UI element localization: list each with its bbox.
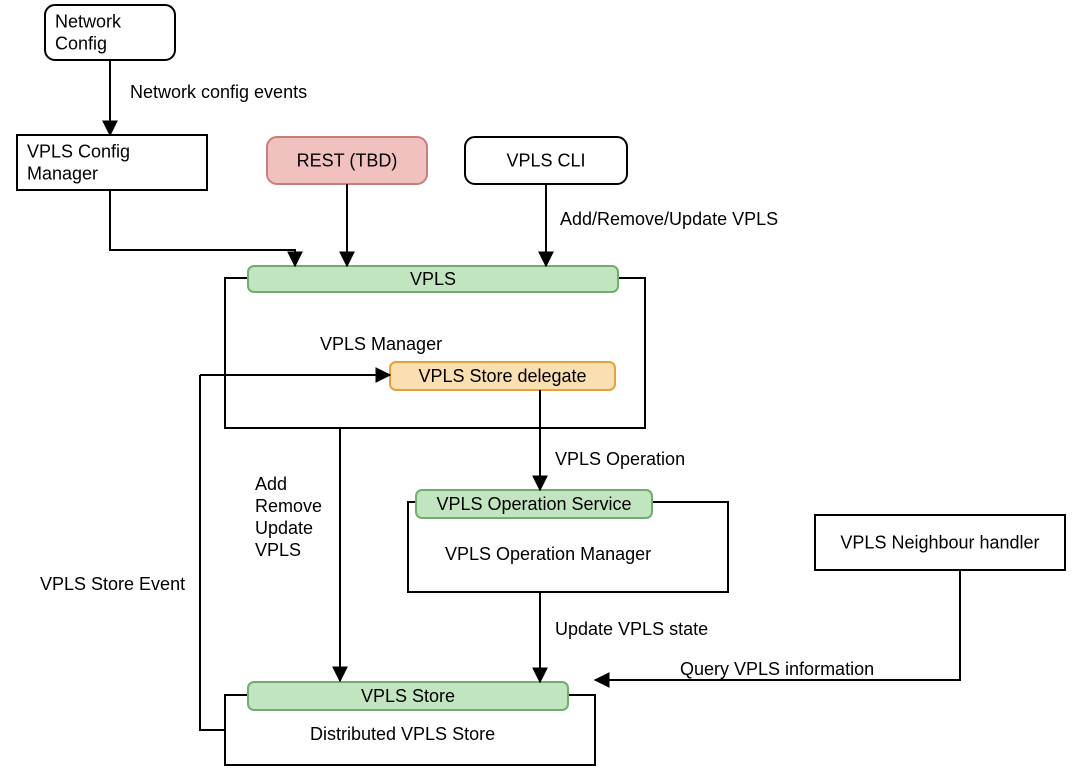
e_update-label: Update VPLS state: [555, 619, 708, 639]
e_add-label-2: Update: [255, 518, 313, 538]
e_neighbour-label: Query VPLS information: [680, 659, 874, 679]
rest_tbd-label-0: REST (TBD): [297, 151, 398, 171]
e_add-label-1: Remove: [255, 496, 322, 516]
dist_store_label: Distributed VPLS Store: [310, 724, 495, 744]
vpls_op_label: VPLS Operation Manager: [445, 544, 651, 564]
vpls_cli-label-0: VPLS CLI: [506, 151, 585, 171]
network_config-label-1: Config: [55, 34, 107, 54]
e_add-label-3: VPLS: [255, 540, 301, 560]
e_cfgmgr: [110, 190, 295, 266]
e_add-label-0: Add: [255, 474, 287, 494]
e_cli-label: Add/Remove/Update VPLS: [560, 209, 778, 229]
vpls_config_mgr-label-0: VPLS Config: [27, 142, 130, 162]
vpls_store_delegate-label-0: VPLS Store delegate: [418, 366, 586, 386]
e_vpls_op-label: VPLS Operation: [555, 449, 685, 469]
vpls_store_header-label-0: VPLS Store: [361, 686, 455, 706]
e_netconf-label: Network config events: [130, 82, 307, 102]
neighbour-label-0: VPLS Neighbour handler: [840, 533, 1039, 553]
e_store_evt: [200, 375, 225, 730]
network_config-label-0: Network: [55, 12, 122, 32]
e_store_evt-label: VPLS Store Event: [40, 574, 185, 594]
vpls_mgr_label: VPLS Manager: [320, 334, 442, 354]
vpls_config_mgr-label-1: Manager: [27, 164, 98, 184]
vpls_header-label-0: VPLS: [410, 269, 456, 289]
vpls_op_header-label-0: VPLS Operation Service: [436, 494, 631, 514]
